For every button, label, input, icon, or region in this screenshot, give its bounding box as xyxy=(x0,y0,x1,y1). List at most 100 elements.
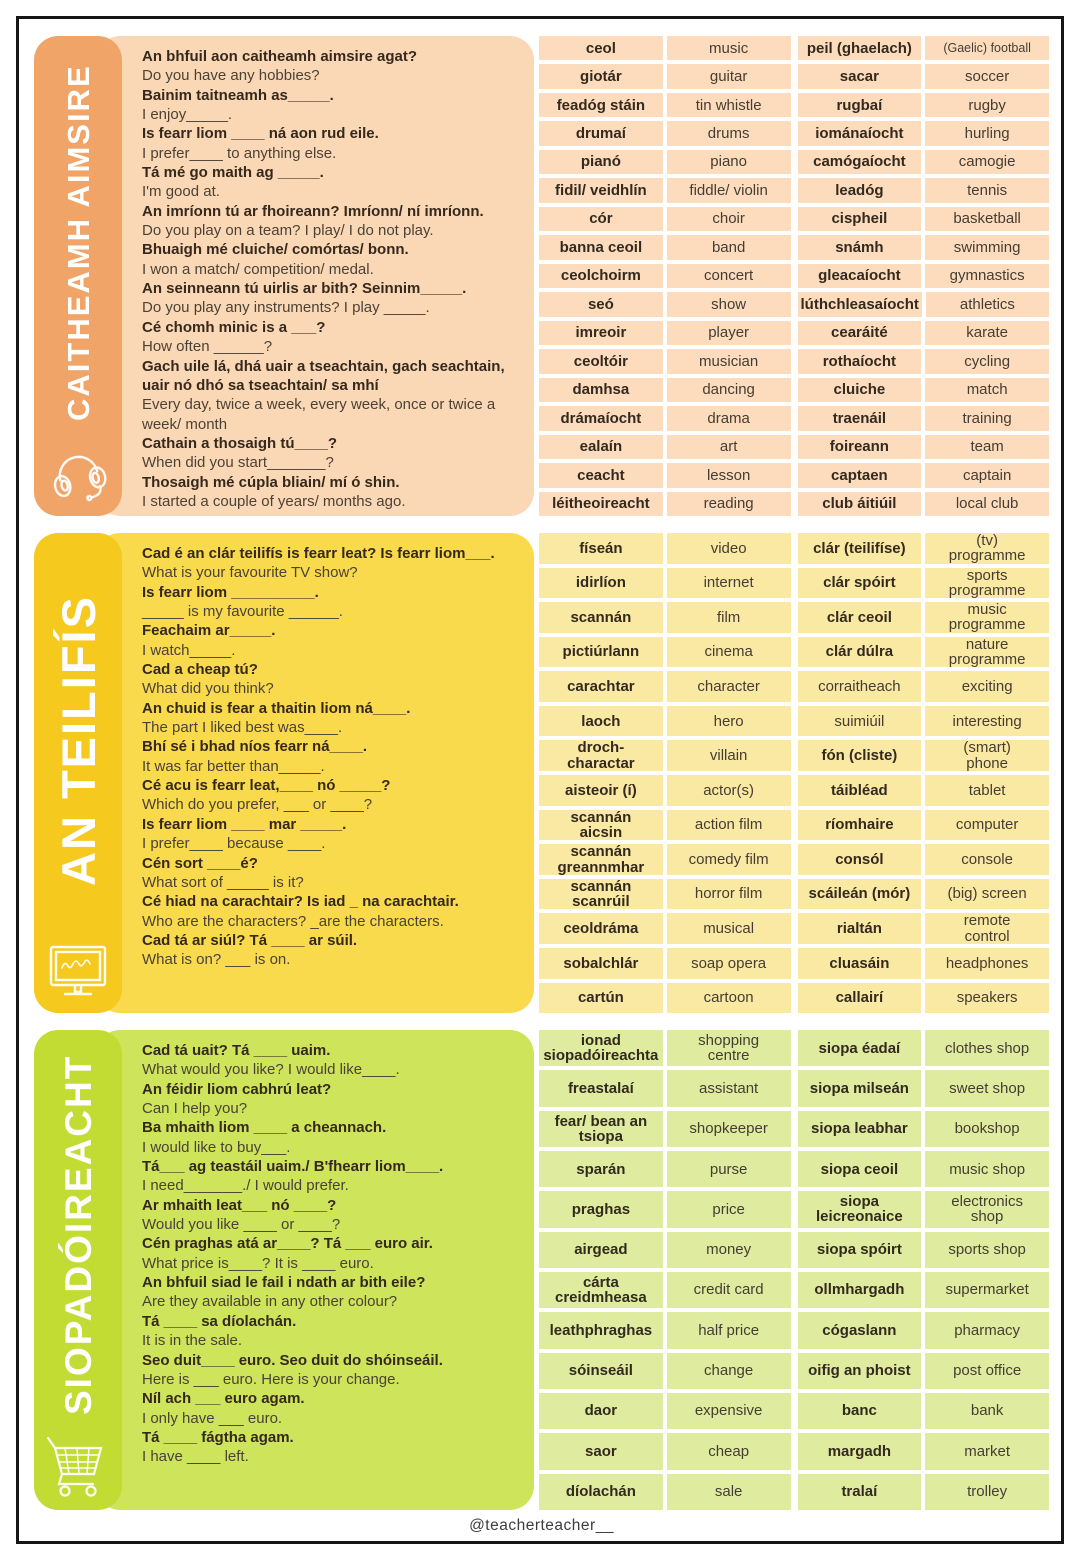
vocab-row: suimiúil interesting xyxy=(797,705,1049,737)
phrase-irish: An bhfuil aon caitheamh aimsire agat? xyxy=(142,48,418,65)
english-term: purse xyxy=(666,1150,791,1188)
irish-term: iománaíocht xyxy=(797,121,922,146)
english-term: half price xyxy=(666,1312,791,1349)
irish-term: fidil/ veidhlín xyxy=(539,178,663,203)
english-term: shopkeeper xyxy=(666,1110,791,1147)
english-term: soap opera xyxy=(666,947,791,979)
vocab-row: giotár guitar xyxy=(539,64,791,89)
vocab-row: daor expensive xyxy=(539,1392,791,1430)
english-term: karate xyxy=(925,320,1049,346)
phrase-pair: Cathain a thosaigh tú____? When did you s… xyxy=(142,434,522,473)
phrase-english: I have ____ left. xyxy=(142,1448,249,1466)
english-term: music programme xyxy=(925,602,1049,633)
english-term: price xyxy=(666,1191,791,1228)
english-term: training xyxy=(925,406,1049,431)
irish-term: aisteoir (í) xyxy=(539,775,663,806)
phrase-english: I only have ___ euro. xyxy=(142,1409,283,1427)
phrase-english: Which do you prefer, ___ or ____? xyxy=(142,796,373,814)
irish-term: laoch xyxy=(539,705,663,737)
irish-term: ollmhargadh xyxy=(797,1271,922,1309)
irish-term: fear/ bean an tsiopa xyxy=(539,1110,663,1147)
phrase-english: What sort of _____ is it? xyxy=(142,873,304,891)
vocab-row: cluiche match xyxy=(797,377,1049,403)
vocab-row: corraitheach exciting xyxy=(797,671,1049,702)
english-term: guitar xyxy=(666,64,791,89)
vocab-row: fón (cliste) (smart) phone xyxy=(797,740,1049,772)
irish-term: feadóg stáin xyxy=(539,92,663,118)
phrase-english: What did you think? xyxy=(142,680,274,698)
vocab-row: rugbaí rugby xyxy=(797,92,1049,118)
vocab-row: cispheil basketball xyxy=(797,206,1049,232)
phrase-english: What is your favourite TV show? xyxy=(142,564,358,582)
english-term: exciting xyxy=(925,671,1049,702)
vocab-row: cearáité karate xyxy=(797,320,1049,346)
phrase-irish: Cad é an clár teilifís is fearr leat? Is… xyxy=(142,545,495,562)
section-title: CAITHEAMH AIMSIRE xyxy=(60,64,96,422)
english-term: internet xyxy=(666,567,791,599)
phrase-english: It is in the sale. xyxy=(142,1332,243,1350)
english-term: match xyxy=(925,377,1049,403)
vocab-row: ceol music xyxy=(539,36,791,61)
vocab-table-right: clár (teilifíse) (tv) programme clár spóir… xyxy=(797,533,1049,1014)
vocab-table-right: siopa éadaí clothes shop siopa milseán swee… xyxy=(797,1030,1049,1510)
phrase-irish: Is fearr liom ____ ná aon rud eile. xyxy=(142,125,379,143)
phrase-pair: Cad é an clár teilifís is fearr leat? Is… xyxy=(142,544,522,583)
vocab-row: rialtán remote control xyxy=(797,913,1049,944)
vocab-row: cógaslann pharmacy xyxy=(797,1312,1049,1349)
vocab-row: cluasáin headphones xyxy=(797,947,1049,979)
english-term: lesson xyxy=(666,463,791,488)
vocab-row: ionad siopadóireachta shopping centre xyxy=(539,1030,791,1067)
phrase-irish: Tá mé go maith ag _____. xyxy=(142,164,324,182)
irish-term: scannán aicsin xyxy=(539,810,663,841)
irish-term: carachtar xyxy=(539,671,663,702)
vocab-row: peil (ghaelach) (Gaelic) football xyxy=(797,36,1049,61)
phrase-english: I prefer____ to anything else. xyxy=(142,144,337,162)
phrase-irish: An seinneann tú uirlis ar bith? Seinnim_… xyxy=(142,280,467,298)
phrase-pair: An chuid is fear a thaitin liom ná____. T… xyxy=(142,699,522,738)
irish-term: peil (ghaelach) xyxy=(797,36,922,61)
english-term: hurling xyxy=(925,121,1049,146)
vocab-row: banc bank xyxy=(797,1392,1049,1430)
phrase-pair: Tá mé go maith ag _____. I'm good at. xyxy=(142,163,522,202)
irish-term: traenáil xyxy=(797,406,922,431)
english-term: sale xyxy=(666,1473,791,1510)
vocab-row: díolachán sale xyxy=(539,1473,791,1510)
phrase-irish: An féidir liom cabhrú leat? xyxy=(142,1080,332,1098)
phrase-english: I need_______./ I would prefer. xyxy=(142,1177,349,1195)
phrase-pair: Thosaigh mé cúpla bliain/ mí ó shin. I st… xyxy=(142,473,522,512)
english-term: concert xyxy=(666,263,791,289)
english-term: comedy film xyxy=(666,844,791,875)
phrase-pair: Cén praghas atá ar____? Tá ___ euro air.… xyxy=(142,1234,522,1273)
english-term: interesting xyxy=(925,705,1049,737)
phrase-pair: Tá ____ sa díolachán. It is in the sale. xyxy=(142,1312,522,1351)
vocab-row: sparán purse xyxy=(539,1150,791,1188)
vocab-row: siopa milseán sweet shop xyxy=(797,1070,1049,1107)
irish-term: imreoir xyxy=(539,320,663,346)
irish-term: cógaslann xyxy=(797,1312,922,1349)
phrase-english: How often ______? xyxy=(142,338,273,356)
english-term: villain xyxy=(666,740,791,772)
irish-term: scannán greannmhar xyxy=(539,844,663,875)
vocab-row: ceolchoirm concert xyxy=(539,263,791,289)
irish-term: sparán xyxy=(539,1150,663,1188)
vocab-row: ealaín art xyxy=(539,434,791,460)
english-term: headphones xyxy=(925,947,1049,979)
english-term: soccer xyxy=(925,64,1049,89)
vocab-row: drumaí drums xyxy=(539,121,791,146)
english-term: credit card xyxy=(666,1271,791,1309)
irish-term: cispheil xyxy=(797,206,922,232)
phrase-irish: Bainim taitneamh as_____. xyxy=(142,86,334,104)
irish-term: snámh xyxy=(797,235,922,260)
tv-icon xyxy=(45,941,111,1001)
vocab-row: captaen captain xyxy=(797,463,1049,488)
english-term: camogie xyxy=(925,149,1049,175)
english-term: film xyxy=(666,602,791,633)
phrase-pair: Cad tá uait? Tá ____ uaim. What would you… xyxy=(142,1041,522,1080)
vocab-row: ceoltóir musician xyxy=(539,349,791,374)
english-term: captain xyxy=(925,463,1049,488)
vocab-tables: ionad siopadóireachta shopping centre frea… xyxy=(539,1030,1049,1510)
irish-term: lúthchleasaíocht xyxy=(797,292,922,317)
irish-term: freastalaí xyxy=(539,1070,663,1107)
vocab-row: seó show xyxy=(539,292,791,317)
irish-term: captaen xyxy=(797,463,922,488)
